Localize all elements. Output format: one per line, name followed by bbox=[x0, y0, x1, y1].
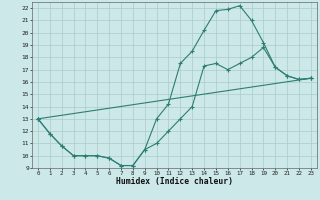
X-axis label: Humidex (Indice chaleur): Humidex (Indice chaleur) bbox=[116, 177, 233, 186]
